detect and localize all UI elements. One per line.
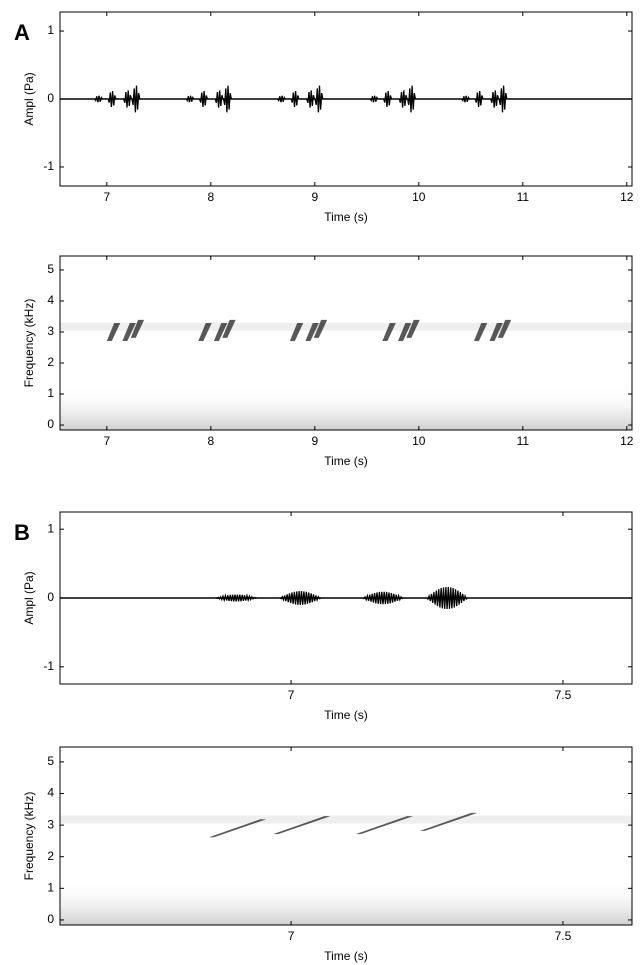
syllable xyxy=(198,322,212,341)
waveform-burst xyxy=(383,90,393,108)
waveform-burst xyxy=(306,90,316,108)
waveform-burst xyxy=(131,85,141,113)
waveform-burst xyxy=(498,85,508,113)
waveform-burst xyxy=(94,95,103,103)
x-axis-label: Time (s) xyxy=(324,708,368,722)
waveform-burst xyxy=(406,85,417,113)
y-tick-label: 0 xyxy=(47,91,54,105)
syllable xyxy=(398,322,412,341)
syllable xyxy=(419,812,478,831)
syllable xyxy=(130,319,145,338)
panel-label: A xyxy=(14,20,30,45)
y-tick-label: 1 xyxy=(47,880,54,894)
y-tick-label: 2 xyxy=(47,849,54,863)
plot-frame xyxy=(59,746,633,926)
x-tick-label: 8 xyxy=(207,190,214,204)
y-tick-label: 5 xyxy=(47,262,54,276)
x-tick-label: 7.5 xyxy=(555,688,572,702)
y-tick-label: 4 xyxy=(47,786,54,800)
x-tick-label: 7 xyxy=(103,434,110,448)
waveform-burst xyxy=(222,85,232,113)
y-tick-label: 4 xyxy=(47,293,54,307)
noise-band xyxy=(60,322,632,331)
y-axis-label: Frequency (kHz) xyxy=(22,299,36,388)
y-axis-label: Ampl (Pa) xyxy=(22,571,36,624)
x-axis-label: Time (s) xyxy=(324,210,368,224)
x-axis-label: Time (s) xyxy=(324,949,368,963)
x-tick-label: 12 xyxy=(620,434,634,448)
y-tick-label: 3 xyxy=(47,324,54,338)
syllable xyxy=(106,322,121,341)
y-tick-label: -1 xyxy=(43,159,54,173)
y-tick-label: -1 xyxy=(43,659,54,673)
syllable xyxy=(222,319,236,338)
syllable xyxy=(122,322,136,341)
syllable xyxy=(497,319,512,338)
syllable xyxy=(382,322,396,341)
syllable xyxy=(208,819,267,838)
x-axis-label: Time (s) xyxy=(324,454,368,468)
waveform-burst xyxy=(490,90,500,108)
panel-label: B xyxy=(14,520,30,545)
y-tick-label: 0 xyxy=(47,912,54,926)
x-tick-label: 10 xyxy=(412,434,426,448)
waveform-burst xyxy=(290,90,300,108)
x-tick-label: 12 xyxy=(620,190,634,204)
y-axis-label: Frequency (kHz) xyxy=(22,792,36,881)
y-axis-label: Ampl (Pa) xyxy=(22,72,36,125)
plot-frame xyxy=(59,255,633,431)
waveform-burst xyxy=(215,593,257,603)
noise-band xyxy=(60,385,632,430)
noise-band xyxy=(60,880,632,925)
x-tick-label: 7 xyxy=(288,929,295,943)
x-tick-label: 7.5 xyxy=(555,929,572,943)
syllable xyxy=(406,319,420,338)
waveform-burst xyxy=(277,95,286,103)
waveform-burst xyxy=(362,591,404,605)
noise-band xyxy=(60,815,632,824)
syllable xyxy=(213,322,228,341)
waveform-burst xyxy=(474,90,484,108)
y-tick-label: 3 xyxy=(47,817,54,831)
waveform-burst xyxy=(279,591,321,605)
y-tick-label: 1 xyxy=(47,23,54,37)
waveform-burst xyxy=(214,90,224,108)
x-tick-label: 7 xyxy=(288,688,295,702)
x-tick-label: 8 xyxy=(207,434,214,448)
syllable xyxy=(355,816,414,835)
y-tick-label: 0 xyxy=(47,590,54,604)
syllable xyxy=(489,322,503,341)
x-tick-label: 9 xyxy=(311,190,318,204)
syllable xyxy=(313,319,328,338)
y-tick-label: 2 xyxy=(47,355,54,369)
y-tick-label: 1 xyxy=(47,386,54,400)
waveform-burst xyxy=(369,95,379,103)
syllable xyxy=(305,322,319,341)
waveform-burst xyxy=(198,90,209,108)
x-tick-label: 9 xyxy=(311,434,318,448)
x-tick-label: 11 xyxy=(517,190,530,204)
syllable xyxy=(273,816,331,835)
y-tick-label: 1 xyxy=(47,521,54,535)
waveform-burst xyxy=(461,95,471,103)
syllable xyxy=(473,322,488,341)
x-tick-label: 11 xyxy=(517,434,530,448)
x-tick-label: 10 xyxy=(412,190,426,204)
y-tick-label: 0 xyxy=(47,417,54,431)
waveform-burst xyxy=(107,90,117,108)
waveform-burst xyxy=(123,90,133,108)
waveform-burst xyxy=(426,586,468,610)
waveform-burst xyxy=(314,85,324,113)
waveform-burst xyxy=(185,95,195,103)
x-tick-label: 7 xyxy=(103,190,110,204)
syllable xyxy=(289,322,304,341)
y-tick-label: 5 xyxy=(47,754,54,768)
waveform-burst xyxy=(398,90,408,108)
